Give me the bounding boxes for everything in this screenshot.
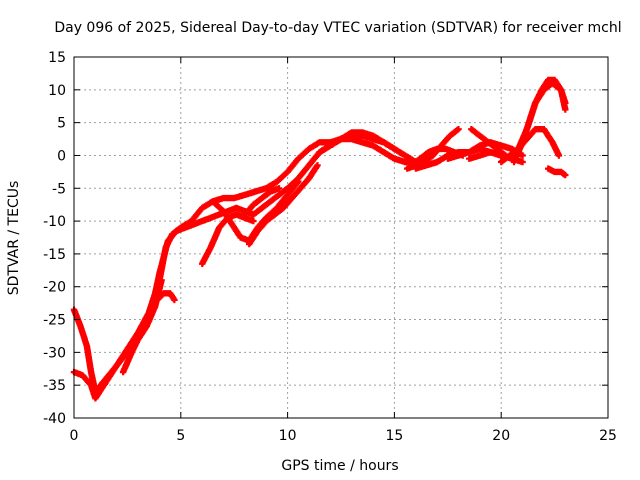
data-point-markers bbox=[444, 139, 526, 162]
series-satellite-arc-9 bbox=[246, 162, 321, 248]
series-satellite-arc-12 bbox=[404, 126, 462, 172]
x-tick-label: 0 bbox=[70, 428, 79, 444]
series-satellite-arc-4 bbox=[119, 322, 150, 376]
data-point-markers bbox=[154, 290, 178, 304]
y-tick-label: -35 bbox=[43, 378, 66, 394]
data-point-markers bbox=[545, 165, 569, 179]
data-point-markers bbox=[404, 126, 462, 172]
y-tick-label: -20 bbox=[43, 280, 66, 296]
axis-ticks: 0 5 10 15 20 25 15 10 5 0 -5 -10 -15 -20 -25 -30 -35 -40 bbox=[43, 50, 617, 444]
series-satellite-arc-5 bbox=[154, 290, 178, 304]
series-satellite-arc-10 bbox=[241, 185, 283, 218]
y-tick-label: -25 bbox=[43, 313, 66, 329]
y-tick-label: 15 bbox=[48, 50, 66, 66]
plot-frame bbox=[73, 56, 609, 419]
x-tick-label: 5 bbox=[176, 428, 185, 444]
x-tick-label: 10 bbox=[279, 428, 297, 444]
x-tick-label: 25 bbox=[599, 428, 617, 444]
series-satellite-arc-19 bbox=[316, 132, 398, 156]
grid bbox=[74, 57, 608, 418]
data-point-markers bbox=[119, 322, 150, 376]
y-axis-label: SDTVAR / TECUs bbox=[6, 181, 22, 296]
y-tick-label: -15 bbox=[43, 247, 66, 263]
x-tick-label: 20 bbox=[492, 428, 510, 444]
y-tick-label: -40 bbox=[43, 411, 66, 427]
y-tick-label: -10 bbox=[43, 214, 66, 230]
y-tick-label: 5 bbox=[57, 116, 66, 132]
series-satellite-arc-20 bbox=[444, 139, 526, 162]
x-axis-label: GPS time / hours bbox=[281, 458, 398, 474]
chart-title: Day 096 of 2025, Sidereal Day-to-day VTE… bbox=[54, 20, 621, 36]
y-tick-label: 0 bbox=[57, 148, 66, 164]
y-tick-label: -5 bbox=[52, 181, 66, 197]
series-satellite-arc-18 bbox=[545, 165, 569, 179]
data-point-markers bbox=[246, 162, 321, 248]
data-point-markers bbox=[316, 132, 398, 156]
y-tick-label: -30 bbox=[43, 345, 66, 361]
x-tick-label: 15 bbox=[385, 428, 403, 444]
data-point-markers bbox=[241, 185, 283, 218]
y-tick-label: 10 bbox=[48, 83, 66, 99]
